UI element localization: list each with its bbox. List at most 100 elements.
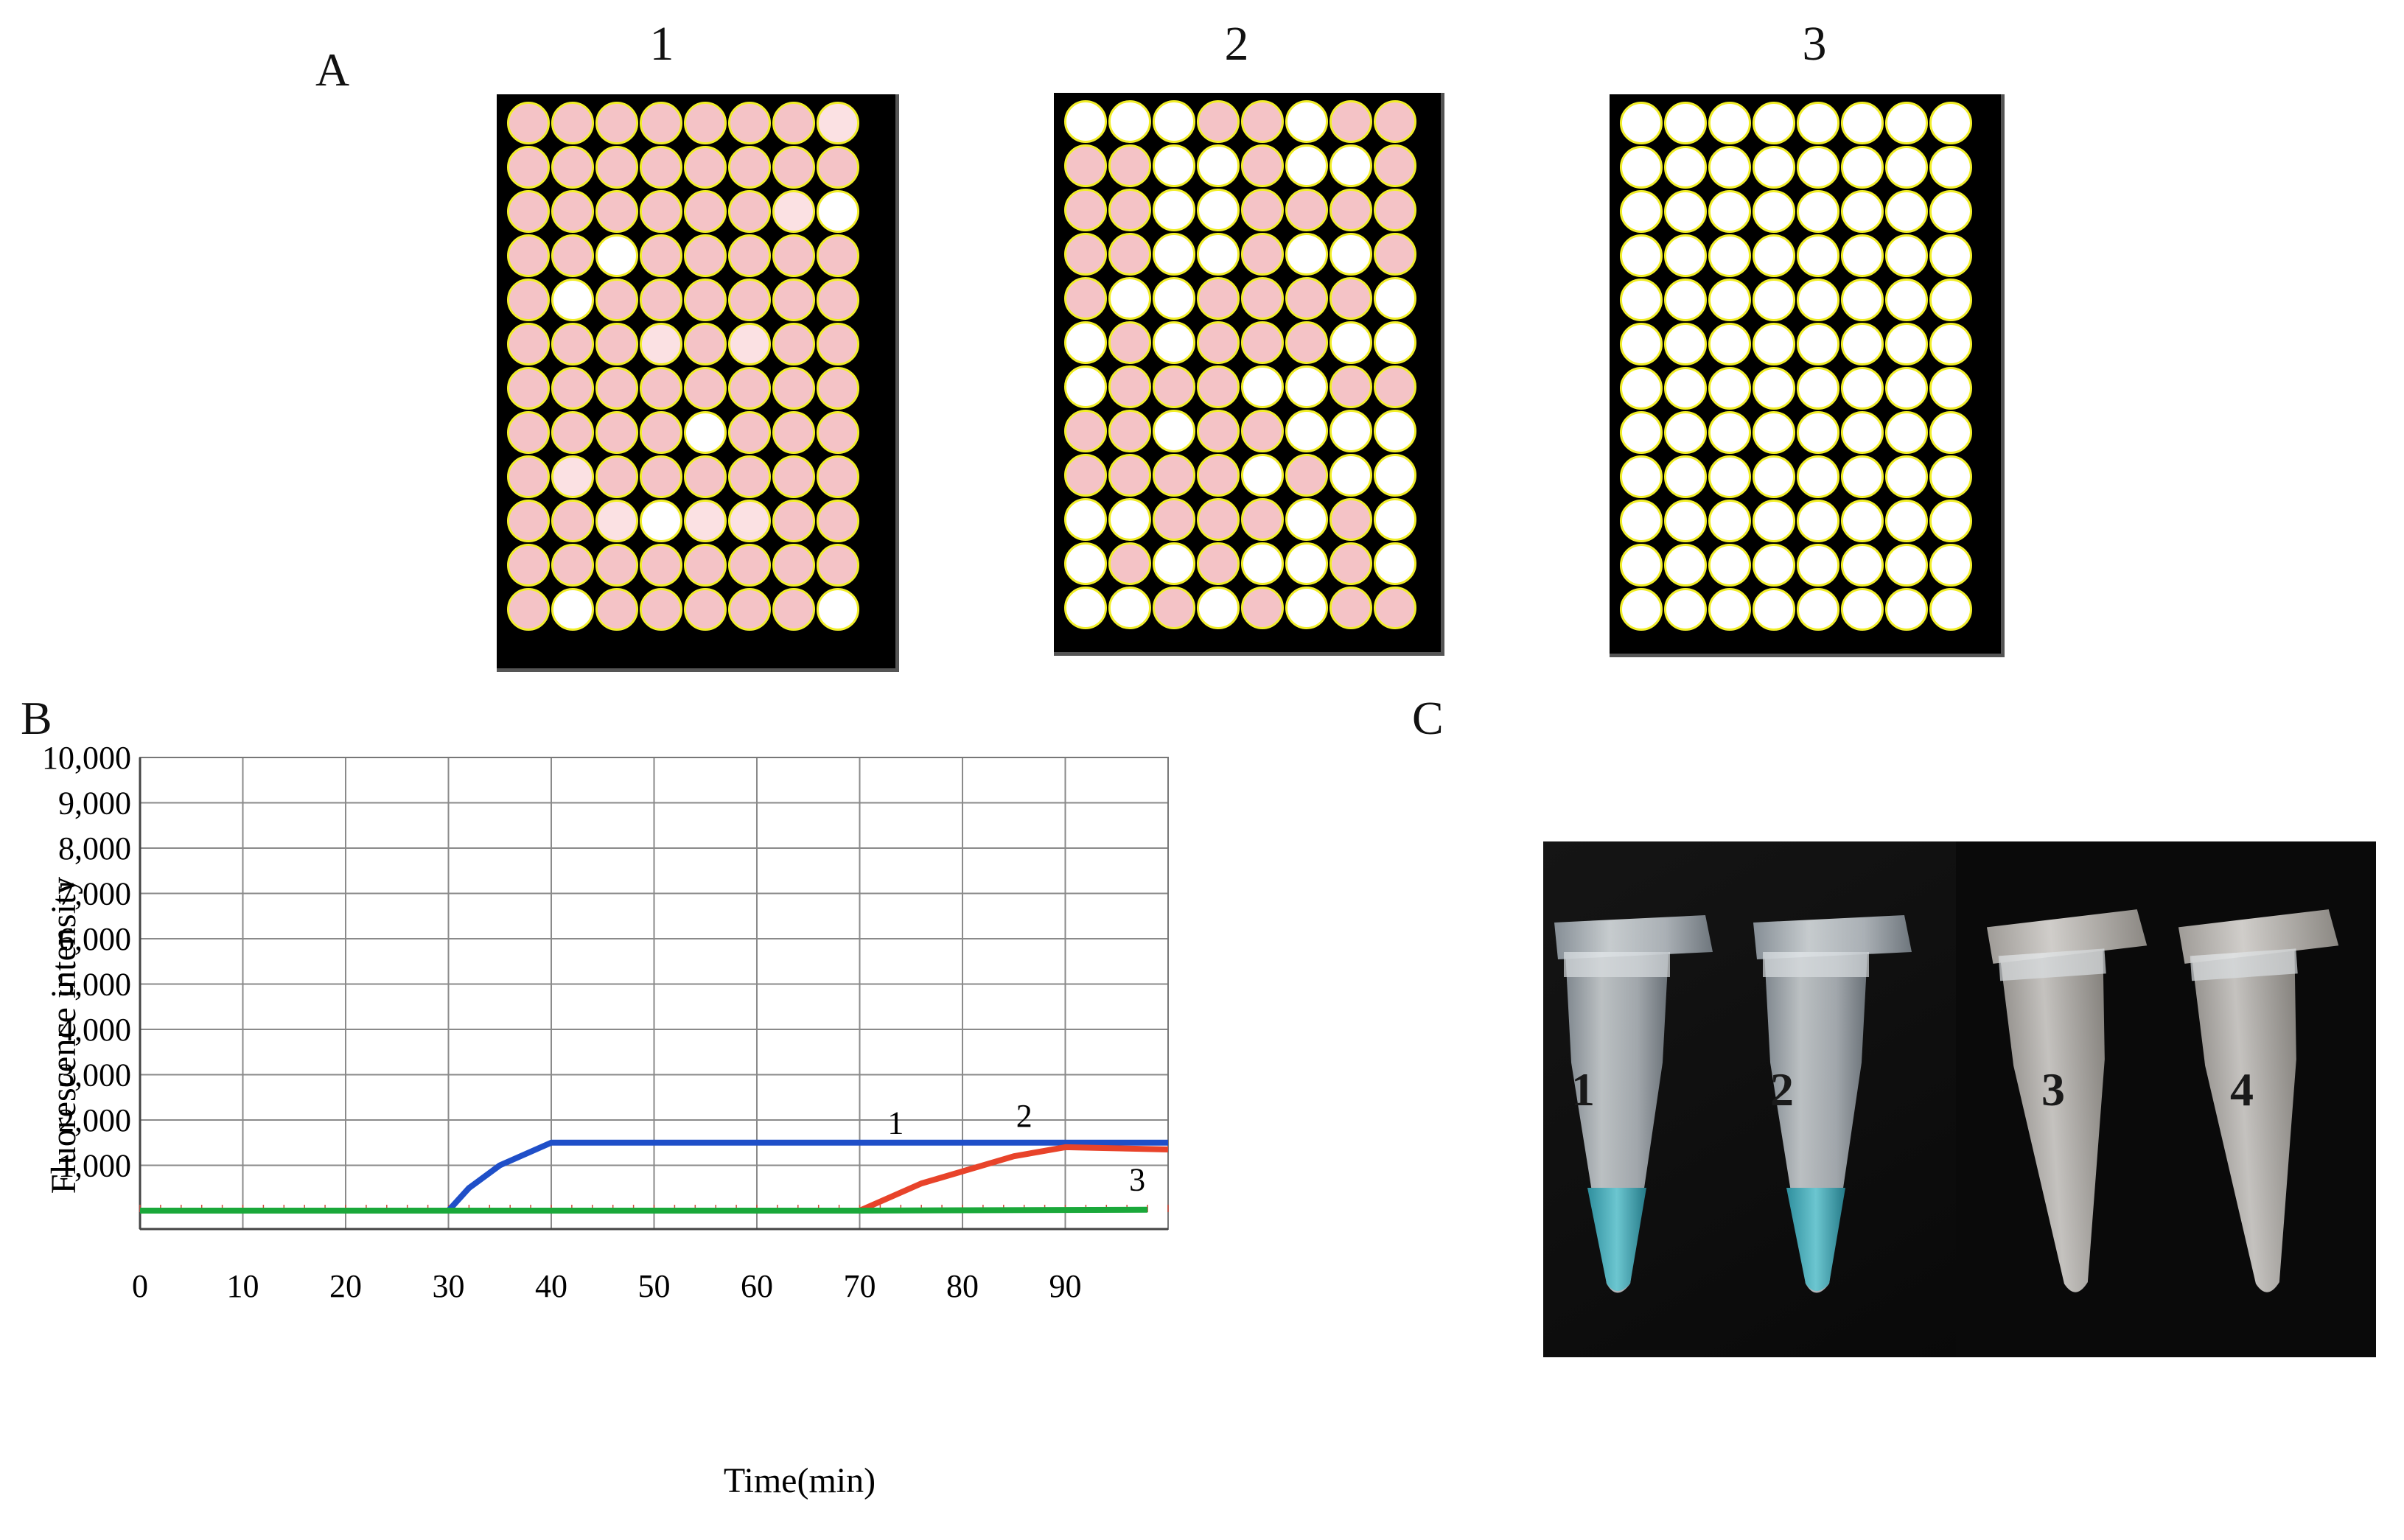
- well: [684, 102, 727, 144]
- well: [1329, 321, 1372, 364]
- well: [684, 279, 727, 321]
- well: [1153, 144, 1195, 187]
- well: [772, 190, 815, 233]
- well: [1885, 146, 1928, 189]
- well: [1197, 498, 1240, 541]
- well: [1929, 146, 1972, 189]
- well: [1329, 189, 1372, 231]
- well: [1064, 542, 1107, 585]
- well: [1797, 102, 1839, 144]
- well: [595, 102, 638, 144]
- well: [1197, 277, 1240, 320]
- well: [1885, 544, 1928, 587]
- well: [1064, 410, 1107, 452]
- well: [728, 544, 771, 587]
- well: [1197, 321, 1240, 364]
- fluorescence-chart: 0 10 20 30 40 50 60 70 80 90 1,000 2,000 3,000 4,000…: [42, 744, 1169, 1500]
- well: [640, 455, 682, 498]
- well: [1929, 102, 1972, 144]
- well: [1153, 454, 1195, 497]
- y-tick-label: 5,000: [58, 967, 131, 1003]
- well: [507, 146, 550, 189]
- series-label-3: 3: [1129, 1161, 1145, 1197]
- tube-lid: [1986, 909, 2148, 964]
- well: [1929, 367, 1972, 410]
- well: [1885, 190, 1928, 233]
- well: [1841, 500, 1884, 542]
- well: [1241, 542, 1284, 585]
- well: [1841, 411, 1884, 454]
- well: [551, 234, 594, 277]
- well: [1620, 279, 1663, 321]
- well: [728, 455, 771, 498]
- well: [595, 411, 638, 454]
- well: [1708, 102, 1751, 144]
- well: [1885, 455, 1928, 498]
- well: [817, 102, 859, 144]
- well: [772, 455, 815, 498]
- x-tick-label: 30: [433, 1268, 465, 1304]
- well: [1241, 498, 1284, 541]
- well: [772, 323, 815, 365]
- well: [1664, 146, 1707, 189]
- blue-liquid: [1587, 1188, 1646, 1291]
- well: [1197, 365, 1240, 408]
- well: [1285, 277, 1328, 320]
- y-tick-label: 2,000: [58, 1102, 131, 1138]
- x-tick-label: 50: [638, 1268, 671, 1304]
- x-tick-label: 90: [1049, 1268, 1082, 1304]
- well: [595, 146, 638, 189]
- well: [1797, 279, 1839, 321]
- well: [1064, 189, 1107, 231]
- plate-label-1: 1: [649, 17, 674, 71]
- well: [1241, 144, 1284, 187]
- x-axis-title: Time(min): [724, 1461, 876, 1500]
- well: [1064, 587, 1107, 629]
- well: [1285, 454, 1328, 497]
- well: [728, 367, 771, 410]
- panel-label-c: C: [1412, 692, 1444, 744]
- well: [772, 234, 815, 277]
- series-line-3: [140, 1206, 1148, 1214]
- well: [1797, 455, 1839, 498]
- x-tick-label: 20: [329, 1268, 362, 1304]
- well: [1708, 588, 1751, 631]
- well: [1329, 365, 1372, 408]
- well: [1841, 588, 1884, 631]
- well: [1374, 454, 1416, 497]
- well: [1153, 365, 1195, 408]
- tube-label-2: 2: [1770, 1063, 1794, 1116]
- well: [1841, 234, 1884, 277]
- well: [1329, 100, 1372, 143]
- y-tick-label: 3,000: [58, 1057, 131, 1093]
- well: [1153, 189, 1195, 231]
- well: [1064, 498, 1107, 541]
- well: [1108, 454, 1151, 497]
- well: [1753, 234, 1795, 277]
- well: [507, 279, 550, 321]
- well: [1329, 587, 1372, 629]
- well: [1108, 410, 1151, 452]
- well: [640, 234, 682, 277]
- y-tick-label: 7,000: [58, 876, 131, 912]
- well: [595, 588, 638, 631]
- well: [1929, 279, 1972, 321]
- well: [1753, 544, 1795, 587]
- well: [684, 544, 727, 587]
- well: [1885, 102, 1928, 144]
- x-tick-label: 60: [741, 1268, 773, 1304]
- well: [1241, 365, 1284, 408]
- well: [1329, 277, 1372, 320]
- well-plate-3: [1610, 94, 2005, 657]
- well: [1620, 102, 1663, 144]
- well: [1929, 323, 1972, 365]
- well: [1374, 410, 1416, 452]
- well: [1374, 321, 1416, 364]
- y-axis-title: Fluorescence intensity: [44, 877, 83, 1194]
- well: [728, 190, 771, 233]
- well: [1753, 367, 1795, 410]
- well: [551, 500, 594, 542]
- y-tick-labels: 1,000 2,000 3,000 4,000 5,000 6,000 7,000 8,000…: [42, 744, 131, 1184]
- well: [1929, 588, 1972, 631]
- well: [640, 146, 682, 189]
